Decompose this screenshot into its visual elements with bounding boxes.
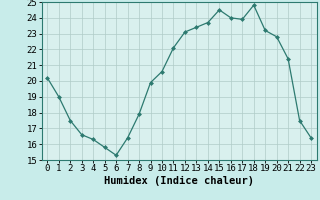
X-axis label: Humidex (Indice chaleur): Humidex (Indice chaleur)	[104, 176, 254, 186]
